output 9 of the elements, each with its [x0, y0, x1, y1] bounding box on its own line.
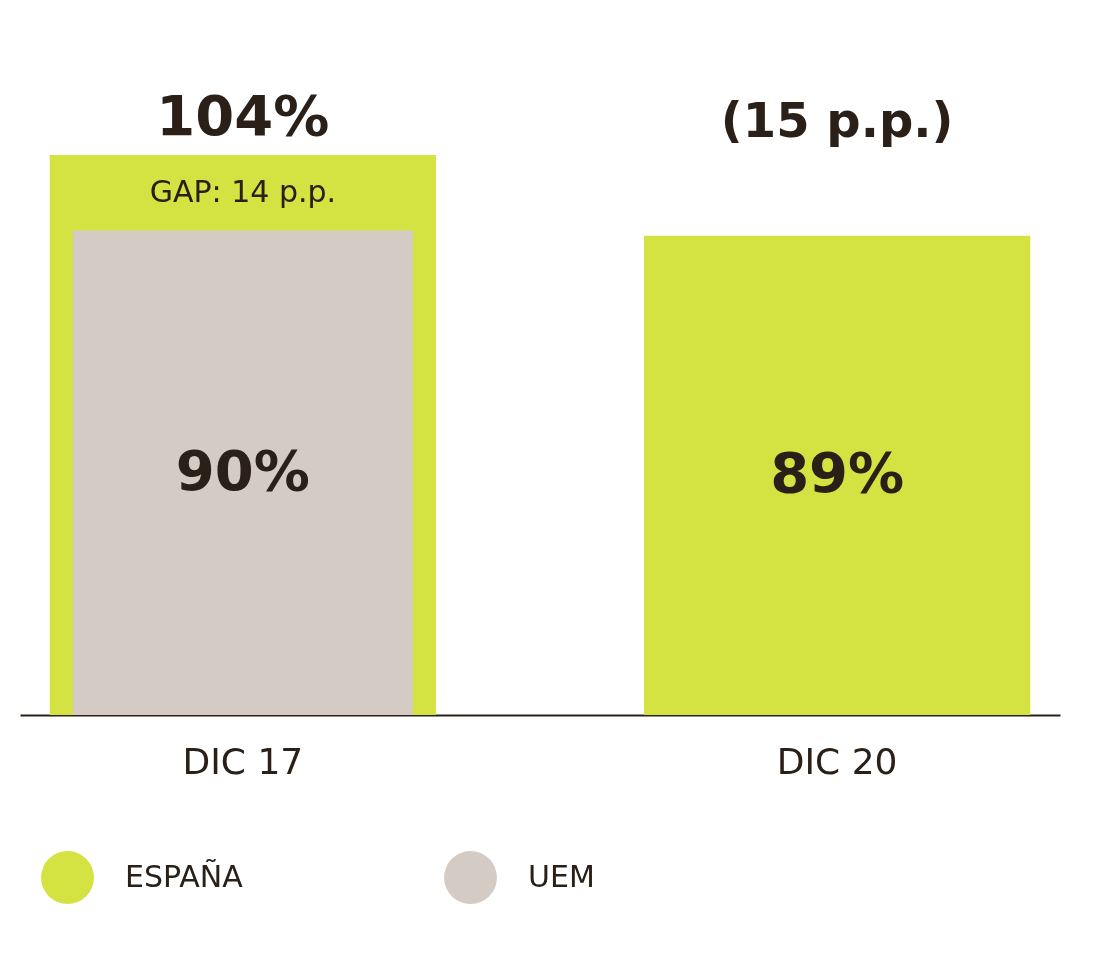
data-label: 90%	[175, 437, 310, 503]
legend-label: UEM	[528, 858, 595, 894]
x-tick-label: DIC 17	[182, 740, 304, 782]
legend-label: ESPAÑA	[125, 858, 244, 894]
x-tick-label: DIC 20	[776, 740, 898, 782]
text: (15 p.p.)	[720, 92, 954, 148]
data-label: 104%	[156, 83, 330, 148]
annotation: GAP: 14 p.p.	[149, 173, 337, 209]
data-label: 89%	[770, 440, 905, 506]
